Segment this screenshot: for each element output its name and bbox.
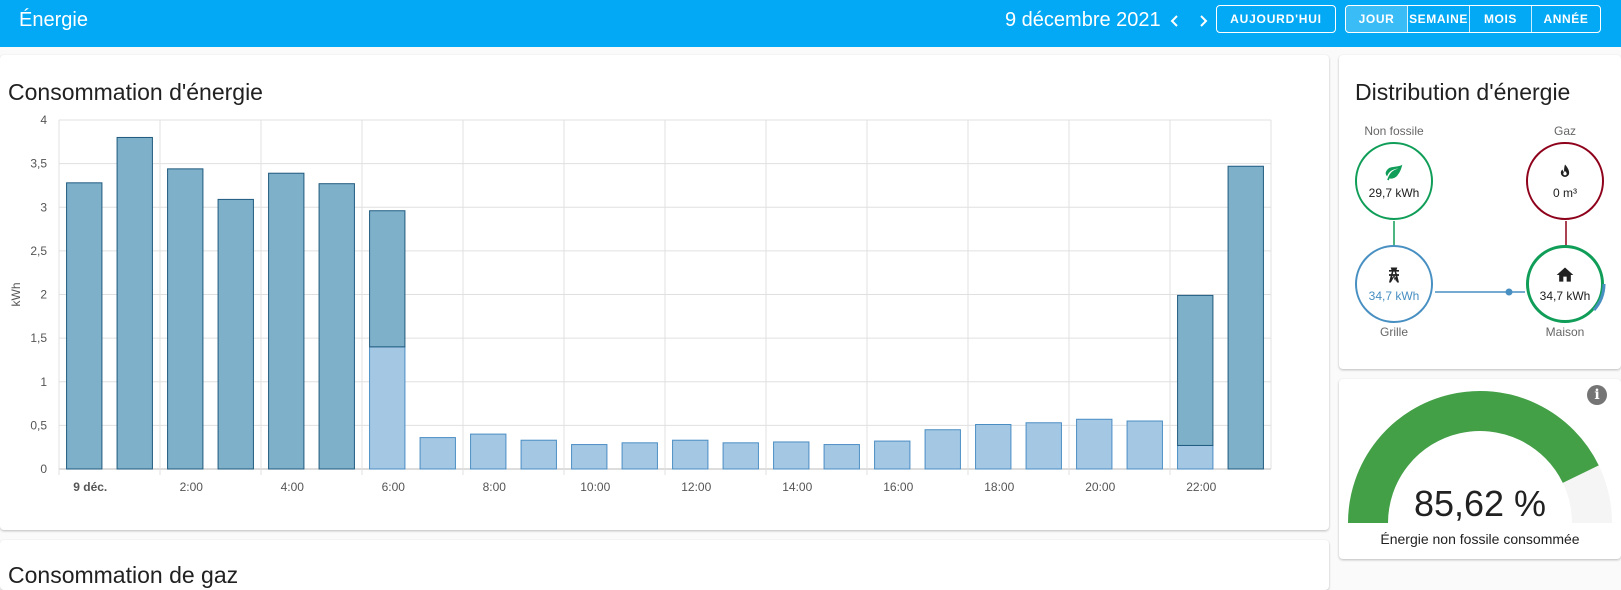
gas-label: Gaz — [1553, 124, 1576, 138]
bar-series-1 — [66, 182, 103, 470]
y-tick-label: 4 — [40, 113, 47, 127]
bar-series-0 — [1076, 418, 1113, 470]
bar-series-1 — [116, 136, 153, 470]
period-month-button[interactable]: MOIS — [1470, 6, 1532, 32]
current-date: 9 décembre 2021 — [1005, 9, 1161, 31]
bar-series-0 — [419, 437, 456, 470]
transmission-tower-icon — [1389, 267, 1399, 283]
gas-value: 0 m³ — [1553, 186, 1577, 200]
non-fossil-gauge-card: i 85,62 % Énergie non fossile consommée — [1339, 379, 1621, 559]
consumption-card-title: Consommation d'énergie — [8, 79, 263, 105]
gauge-value: 85,62 % — [1413, 483, 1547, 524]
x-tick-label: 16:00 — [883, 480, 913, 494]
grid-node[interactable]: 34,7 kWh — [1355, 245, 1433, 323]
bar-series-1 — [1177, 294, 1214, 446]
gas-consumption-card: Consommation de gaz — [0, 540, 1329, 590]
bar-series-0 — [1025, 422, 1062, 470]
bar-series-1 — [318, 183, 355, 470]
bar-series-0 — [470, 433, 507, 470]
x-tick-label: 4:00 — [281, 480, 305, 494]
y-tick-label: 0,5 — [30, 418, 47, 432]
bar-series-0 — [975, 424, 1012, 470]
x-tick-label: 14:00 — [782, 480, 812, 494]
period-year-button[interactable]: ANNÉE — [1543, 12, 1589, 26]
bar-series-1 — [268, 172, 305, 470]
gas-card-title: Consommation de gaz — [8, 562, 239, 588]
fire-icon — [1560, 164, 1570, 177]
home-node[interactable]: 34,7 kWh — [1526, 245, 1604, 323]
y-tick-label: 2 — [40, 288, 47, 302]
y-tick-label: 1,5 — [30, 331, 47, 345]
page-title: Énergie — [19, 9, 88, 31]
x-tick-label: 18:00 — [984, 480, 1014, 494]
gauge-fill — [1348, 391, 1599, 524]
bar-series-0 — [1126, 420, 1163, 470]
period-selector: JOUR SEMAINE MOIS ANNÉE — [1345, 5, 1601, 33]
y-tick-label: 1 — [40, 375, 47, 389]
home-label: Maison — [1545, 325, 1585, 339]
x-tick-label: 6:00 — [382, 480, 406, 494]
chevron-left-icon — [1170, 15, 1178, 27]
home-icon — [1556, 267, 1574, 282]
today-button[interactable]: AUJOURD'HUI — [1216, 5, 1336, 33]
home-grid-arc — [1592, 283, 1606, 312]
y-tick-label: 3,5 — [30, 157, 47, 171]
bar-series-0 — [722, 442, 759, 470]
x-tick-label: 12:00 — [681, 480, 711, 494]
bar-series-1 — [217, 198, 254, 470]
gas-node[interactable]: 0 m³ — [1526, 142, 1604, 220]
bar-series-0 — [1177, 444, 1214, 470]
energy-consumption-card: Consommation d'énergie 0 0,5 1 1,5 2 2,5 3 3,5 4… — [0, 55, 1329, 530]
grid-value: 34,7 kWh — [1368, 289, 1420, 303]
previous-day-button[interactable] — [1162, 8, 1188, 34]
home-value: 34,7 kWh — [1539, 289, 1591, 303]
grid-label: Grille — [1379, 325, 1408, 339]
x-tick-label: 2:00 — [180, 480, 204, 494]
bar-series-0 — [520, 439, 557, 470]
bar-series-0 — [823, 444, 860, 470]
x-tick-label: 9 déc. — [73, 480, 107, 494]
bar-series-0 — [773, 441, 810, 470]
x-tick-label: 20:00 — [1085, 480, 1115, 494]
bar-series-1 — [167, 168, 204, 470]
bar-series-1 — [1227, 165, 1264, 470]
x-tick-label: 22:00 — [1186, 480, 1216, 494]
y-tick-label: 3 — [40, 200, 47, 214]
bar-series-1 — [369, 210, 406, 348]
non-fossil-label: Non fossile — [1364, 124, 1424, 138]
non-fossil-gauge — [1348, 391, 1612, 524]
y-tick-label: 0 — [40, 462, 47, 476]
non-fossil-node[interactable]: 29,7 kWh — [1355, 142, 1433, 220]
x-tick-label: 10:00 — [580, 480, 610, 494]
next-day-button[interactable] — [1190, 8, 1216, 34]
period-week-button[interactable]: SEMAINE — [1408, 6, 1470, 32]
bar-series-0 — [621, 442, 658, 470]
bar-series-0 — [571, 444, 608, 470]
x-tick-label: 8:00 — [483, 480, 507, 494]
consumption-bar-chart: 0 0,5 1 1,5 2 2,5 3 3,5 4 9 déc. 2:00 4:00 6:00 8:00 1… — [9, 113, 1272, 494]
y-tick-label: 2,5 — [30, 244, 47, 258]
non-fossil-value: 29,7 kWh — [1368, 186, 1420, 200]
gauge-label: Énergie non fossile consommée — [1380, 531, 1580, 547]
chevron-right-icon — [1200, 15, 1208, 27]
bar-series-0 — [369, 346, 406, 470]
period-day-button[interactable]: JOUR — [1346, 6, 1408, 32]
flow-dot — [1505, 288, 1513, 296]
leaf-icon — [1385, 164, 1403, 181]
y-axis-label: kWh — [9, 283, 23, 307]
distribution-card-title: Distribution d'énergie — [1355, 79, 1571, 105]
top-app-bar: Énergie 9 décembre 2021 AUJOURD'HUI JOUR… — [0, 0, 1621, 47]
info-icon[interactable]: i — [1587, 385, 1607, 405]
bar-series-0 — [924, 429, 961, 470]
bar-series-0 — [874, 440, 911, 470]
energy-distribution-card: Distribution d'énergie Non fossile 29,7 … — [1339, 55, 1621, 369]
bar-series-0 — [672, 439, 709, 470]
